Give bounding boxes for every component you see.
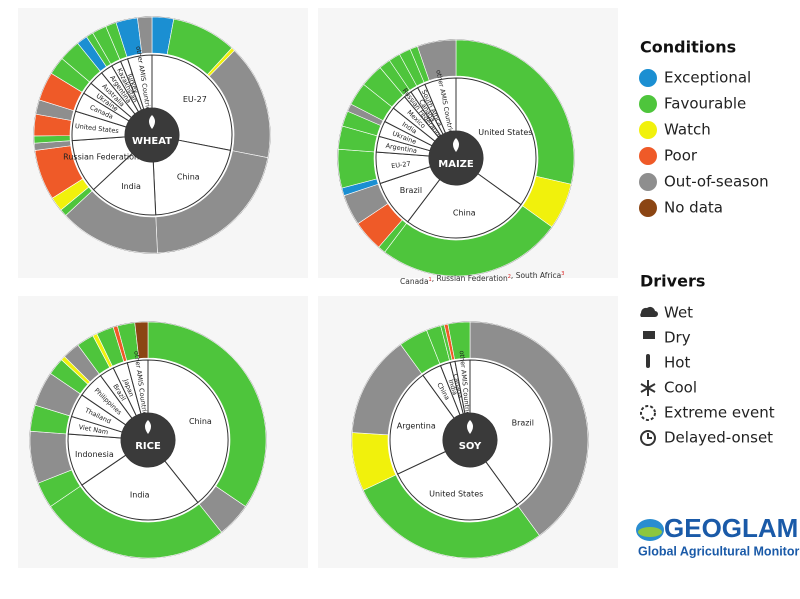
legend-label: Poor [664,147,698,165]
logo-name: GEOGLAM [664,513,798,543]
center-label: RICE [135,441,161,452]
legend-swatch [639,95,657,113]
center-label: MAIZE [438,159,474,170]
footnote-mark: 2 [508,274,511,280]
logo-mark [636,519,664,541]
country-label: India [130,490,150,499]
center-label: SOY [459,441,482,452]
country-label: Brazil [400,186,422,195]
driver-label: Dry [664,329,691,347]
condition-segment: Out-of-season [137,16,153,54]
country-label: Brazil [512,418,534,427]
country-label: China [177,173,200,182]
driver-label: Cool [664,379,697,397]
country-label: India [121,182,141,191]
country-label: EU-27 [183,95,207,104]
country-label: United States [478,128,532,137]
footnote-mark: 3 [561,271,564,277]
legend-title: Drivers [640,272,705,291]
driver-label: Delayed-onset [664,429,773,447]
country-label: Russian Federation [63,153,139,162]
crop-icon [453,138,459,152]
footnote-name: Russian Federation [437,274,508,283]
legend-label: Favourable [664,95,746,113]
center-label: WHEAT [132,136,172,147]
legend-swatch [639,199,657,217]
country-label: China [189,417,212,426]
legend-label: Watch [664,121,711,139]
crop-icon [149,115,155,129]
legend-label: No data [664,199,723,217]
legend-title: Conditions [640,38,736,57]
center-disc [121,413,175,467]
condition-segment: No data [134,321,149,359]
driver-label: Hot [664,354,690,372]
footnote-name: Canada [400,277,429,286]
driver-label: Extreme event [664,404,775,422]
footnote-name: South Africa [516,271,562,280]
legend-swatch [639,173,657,191]
country-label: EU-27 [391,160,411,170]
condition-segment: Out-of-season [417,39,457,81]
legend-label: Out-of-season [664,173,769,191]
country-label: Indonesia [75,450,114,459]
country-label: United States [429,489,483,498]
center-disc [125,108,179,162]
legend-label: Exceptional [664,69,751,87]
center-disc [429,131,483,185]
driver-icons [640,306,658,446]
center-disc [443,413,497,467]
footnote-mark: 1 [429,277,432,283]
driver-label: Wet [664,304,693,322]
country-label: China [453,208,476,217]
crop-icon [467,420,473,434]
country-label: Argentina [397,422,436,431]
condition-segment: Favourable [147,321,267,507]
condition-segment: Out-of-season [469,321,589,536]
logo-tagline: Global Agricultural Monitoring [638,544,800,558]
footnote: Canada1, Russian Federation2, South Afri… [400,271,564,287]
legend-swatch [639,121,657,139]
crop-icon [145,420,151,434]
condition-segment: Favourable [447,321,471,360]
legend-swatch [639,69,657,87]
legend-swatch [639,147,657,165]
